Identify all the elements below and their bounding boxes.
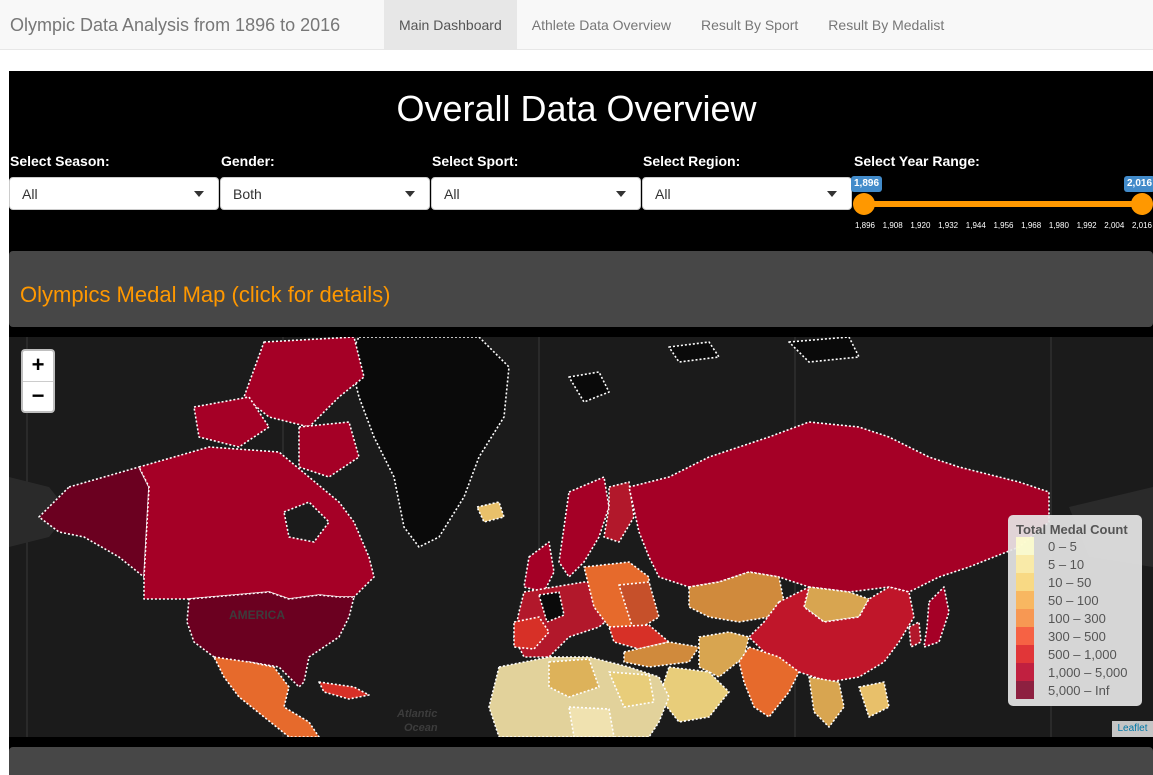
legend-row: 1,000 – 5,000 xyxy=(1016,663,1134,681)
season-select[interactable]: All xyxy=(9,177,219,210)
slider-tick-label: 2,004 xyxy=(1104,221,1125,230)
legend-swatch xyxy=(1016,627,1034,645)
legend-label: 10 – 50 xyxy=(1048,574,1092,590)
slider-tick-label: 1,896 xyxy=(854,221,876,230)
legend-row: 5,000 – Inf xyxy=(1016,681,1134,699)
map-legend: Total Medal Count 0 – 5 5 – 10 10 – 50 50 –… xyxy=(1008,515,1142,706)
map-label-america: AMERICA xyxy=(229,608,285,622)
chevron-down-icon xyxy=(827,191,837,197)
year-range-ticks: 1,896 1,908 1,920 1,932 1,944 1,956 1,968 1,980… xyxy=(854,221,1153,235)
sport-label: Select Sport: xyxy=(432,153,519,169)
legend-row: 10 – 50 xyxy=(1016,573,1134,591)
season-value: All xyxy=(22,186,38,202)
zoom-out-button[interactable]: − xyxy=(23,381,53,412)
legend-swatch xyxy=(1016,555,1034,573)
next-section-header xyxy=(9,747,1153,775)
slider-tick-label: 1,920 xyxy=(910,221,931,230)
map-header xyxy=(9,251,1153,327)
tab-main-dashboard[interactable]: Main Dashboard xyxy=(384,0,517,50)
year-max-handle[interactable] xyxy=(1131,193,1153,215)
slider-tick-label: 1,980 xyxy=(1048,221,1069,230)
legend-swatch xyxy=(1016,537,1034,555)
slider-tick-label: 1,908 xyxy=(882,221,903,230)
legend-swatch xyxy=(1016,663,1034,681)
legend-row: 500 – 1,000 xyxy=(1016,645,1134,663)
legend-rows: 0 – 5 5 – 10 10 – 50 50 – 100 100 – 300 300 –… xyxy=(1016,537,1134,699)
legend-title: Total Medal Count xyxy=(1016,522,1128,537)
slider-tick-label: 2,016 xyxy=(1131,221,1153,230)
slider-min-badge: 1,896 xyxy=(851,176,883,192)
legend-row: 0 – 5 xyxy=(1016,537,1134,555)
chevron-down-icon xyxy=(616,191,626,197)
zoom-control: + − xyxy=(21,349,55,413)
legend-row: 300 – 500 xyxy=(1016,627,1134,645)
gender-value: Both xyxy=(233,186,262,202)
tab-athlete-data-overview[interactable]: Athlete Data Overview xyxy=(531,17,672,33)
region-select[interactable]: All xyxy=(642,177,852,210)
legend-swatch xyxy=(1016,591,1034,609)
slider-tick-label: 1,944 xyxy=(965,221,986,230)
legend-label: 5,000 – Inf xyxy=(1048,682,1110,698)
app-title[interactable]: Olympic Data Analysis from 1896 to 2016 xyxy=(10,15,341,35)
legend-swatch xyxy=(1016,573,1034,591)
legend-swatch xyxy=(1016,681,1034,699)
page-title: Overall Data Overview xyxy=(396,88,757,129)
zoom-in-button[interactable]: + xyxy=(31,352,45,377)
chevron-down-icon xyxy=(405,191,415,197)
slider-tick-label: 1,932 xyxy=(938,221,959,230)
leaflet-attribution-link[interactable]: Leaflet xyxy=(1112,721,1153,737)
sport-value: All xyxy=(444,186,460,202)
season-label: Select Season: xyxy=(10,153,110,169)
legend-label: 50 – 100 xyxy=(1048,592,1099,608)
legend-label: 300 – 500 xyxy=(1048,628,1106,644)
nav-tabs: Main Dashboard Athlete Data Overview Res… xyxy=(384,0,959,50)
legend-label: 500 – 1,000 xyxy=(1048,646,1117,662)
slider-tick-label: 1,956 xyxy=(993,221,1014,230)
slider-tick-label: 1,968 xyxy=(1021,221,1042,230)
legend-label: 100 – 300 xyxy=(1048,610,1106,626)
gender-select[interactable]: Both xyxy=(220,177,430,210)
chevron-down-icon xyxy=(194,191,204,197)
legend-row: 50 – 100 xyxy=(1016,591,1134,609)
legend-label: 1,000 – 5,000 xyxy=(1048,664,1128,680)
region-value: All xyxy=(655,186,671,202)
legend-swatch xyxy=(1016,645,1034,663)
map-label-atlantic: Atlantic xyxy=(396,708,437,720)
map-label-ocean: Ocean xyxy=(404,722,438,734)
legend-row: 5 – 10 xyxy=(1016,555,1134,573)
legend-label: 0 – 5 xyxy=(1048,538,1077,554)
map-title: Olympics Medal Map (click for details) xyxy=(20,282,391,307)
gender-label: Gender: xyxy=(221,153,275,169)
navbar: Olympic Data Analysis from 1896 to 2016 … xyxy=(0,0,1153,50)
tab-result-by-medalist[interactable]: Result By Medalist xyxy=(828,17,945,33)
year-range-track[interactable] xyxy=(864,201,1142,207)
world-map[interactable]: .c { stroke:#ffffff; stroke-width:1.6; s… xyxy=(9,337,1153,737)
region-label: Select Region: xyxy=(643,153,741,169)
medal-map[interactable]: .c { stroke:#ffffff; stroke-width:1.6; s… xyxy=(9,337,1153,737)
year-min-handle[interactable] xyxy=(853,193,875,215)
tab-result-by-sport[interactable]: Result By Sport xyxy=(701,17,799,33)
sport-select[interactable]: All xyxy=(431,177,641,210)
legend-row: 100 – 300 xyxy=(1016,609,1134,627)
slider-max-badge: 2,016 xyxy=(1124,176,1153,192)
year-range-label: Select Year Range: xyxy=(854,153,980,169)
legend-swatch xyxy=(1016,609,1034,627)
slider-tick-label: 1,992 xyxy=(1076,221,1097,230)
legend-label: 5 – 10 xyxy=(1048,556,1085,572)
